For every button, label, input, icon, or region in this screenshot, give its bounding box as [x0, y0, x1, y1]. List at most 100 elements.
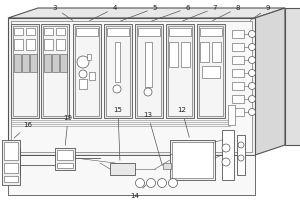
Circle shape: [248, 70, 256, 76]
Text: 5: 5: [121, 5, 157, 21]
Bar: [76, 28, 98, 36]
Text: 9: 9: [250, 5, 270, 20]
Bar: [4, 142, 18, 160]
Circle shape: [136, 178, 145, 188]
Bar: [8, 155, 255, 195]
Bar: [199, 26, 223, 116]
Bar: [222, 130, 234, 180]
Bar: [202, 66, 220, 78]
Bar: [138, 28, 160, 36]
Bar: [237, 135, 245, 175]
Bar: [106, 26, 130, 116]
Circle shape: [238, 142, 244, 148]
Bar: [145, 42, 152, 87]
Bar: [212, 42, 221, 62]
Bar: [8, 18, 255, 155]
Circle shape: [248, 82, 256, 90]
Circle shape: [248, 56, 256, 64]
Bar: [87, 54, 91, 60]
Bar: [110, 163, 135, 175]
Bar: [232, 69, 244, 77]
Bar: [228, 105, 235, 125]
Bar: [232, 82, 244, 90]
Bar: [168, 26, 192, 116]
Bar: [55, 148, 75, 170]
Circle shape: [248, 96, 256, 102]
Bar: [56, 39, 65, 50]
Bar: [44, 54, 51, 72]
Bar: [166, 24, 194, 118]
Text: 6: 6: [152, 5, 190, 21]
Bar: [14, 39, 23, 50]
Circle shape: [238, 155, 244, 161]
Bar: [170, 140, 215, 180]
Bar: [232, 95, 244, 103]
Bar: [30, 54, 37, 72]
Bar: [26, 39, 35, 50]
Bar: [4, 176, 18, 182]
Polygon shape: [8, 8, 285, 18]
Bar: [57, 163, 73, 168]
Bar: [44, 28, 53, 35]
Bar: [13, 26, 37, 116]
Bar: [285, 8, 300, 145]
Bar: [73, 24, 101, 118]
Text: 14: 14: [130, 185, 146, 199]
Bar: [172, 142, 213, 178]
Bar: [52, 54, 59, 72]
Text: 12: 12: [178, 107, 189, 137]
Circle shape: [79, 70, 87, 78]
Bar: [11, 24, 39, 118]
Circle shape: [248, 108, 256, 116]
Bar: [43, 26, 67, 116]
Circle shape: [113, 85, 121, 93]
Bar: [56, 28, 65, 35]
Bar: [44, 39, 53, 50]
Bar: [4, 163, 18, 173]
Circle shape: [144, 88, 152, 96]
Bar: [232, 30, 244, 38]
Bar: [89, 72, 95, 80]
Bar: [169, 42, 178, 67]
Bar: [232, 43, 244, 51]
Circle shape: [248, 44, 256, 50]
Bar: [137, 26, 161, 116]
Text: 8: 8: [212, 5, 240, 21]
Text: 15: 15: [114, 107, 122, 160]
Text: 7: 7: [183, 5, 217, 21]
Text: 13: 13: [143, 112, 162, 165]
Circle shape: [146, 178, 155, 188]
Bar: [22, 54, 29, 72]
Bar: [26, 28, 35, 35]
Bar: [2, 140, 20, 185]
Bar: [115, 42, 120, 82]
Bar: [14, 28, 23, 35]
Bar: [181, 42, 190, 67]
Bar: [169, 28, 191, 36]
Bar: [200, 42, 209, 62]
Text: 3: 3: [53, 5, 73, 20]
Bar: [163, 163, 171, 169]
Polygon shape: [255, 8, 285, 155]
Text: 19: 19: [64, 115, 73, 145]
Circle shape: [222, 158, 230, 166]
Bar: [107, 28, 129, 36]
Bar: [14, 54, 21, 72]
Circle shape: [248, 30, 256, 38]
Bar: [11, 21, 252, 152]
Bar: [232, 56, 244, 64]
Text: 4: 4: [89, 5, 117, 21]
Text: 16: 16: [14, 122, 32, 138]
Bar: [197, 24, 225, 118]
Bar: [60, 54, 67, 72]
Bar: [104, 24, 132, 118]
Circle shape: [77, 56, 89, 68]
Circle shape: [158, 178, 166, 188]
Bar: [79, 79, 87, 89]
Circle shape: [169, 178, 178, 188]
Bar: [75, 26, 99, 116]
Bar: [200, 28, 222, 36]
Bar: [57, 150, 73, 160]
Bar: [135, 24, 163, 118]
Bar: [232, 108, 244, 116]
